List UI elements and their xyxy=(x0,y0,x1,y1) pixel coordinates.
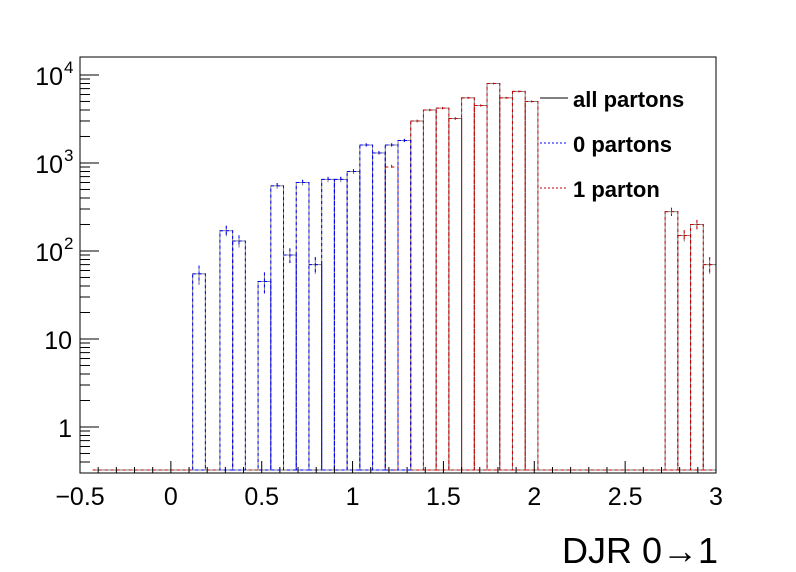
x-axis-title: DJR 0→1 xyxy=(562,530,718,571)
bar-1-parton-13 xyxy=(677,234,692,471)
x-tick-label: 0 xyxy=(164,483,178,511)
y-tick-label: 1 xyxy=(58,415,72,443)
y-tick-exponent: 3 xyxy=(64,146,73,165)
y-tick-label: 10 xyxy=(44,327,72,355)
x-tick-label: 1.5 xyxy=(426,483,461,511)
x-axis: −0.5 0 0.5 1 1.5 2 2.5 3 xyxy=(55,461,723,511)
x-tick-label: −0.5 xyxy=(55,483,104,511)
bar-1-parton-12 xyxy=(664,211,679,471)
histogram-bars xyxy=(92,82,717,471)
y-tick-exponent: 4 xyxy=(64,58,73,77)
legend-label-1-parton: 1 parton xyxy=(573,177,660,202)
x-tick-label: 2 xyxy=(527,483,541,511)
x-tick-label: 2.5 xyxy=(608,483,643,511)
legend: all partons 0 partons 1 parton xyxy=(540,87,684,202)
y-tick-label: 10 xyxy=(35,151,63,179)
y-tick-exponent: 2 xyxy=(64,234,73,253)
legend-label-0-partons: 0 partons xyxy=(573,132,672,157)
y-tick-label: 10 xyxy=(35,239,63,267)
y-tick-label: 10 xyxy=(35,63,63,91)
x-tick-label: 1 xyxy=(346,483,360,511)
x-tick-label: 0.5 xyxy=(244,483,279,511)
bar-0-partons-3 xyxy=(257,280,272,471)
bar-0-partons-2 xyxy=(232,240,246,471)
legend-label-all-partons: all partons xyxy=(573,87,684,112)
bar-1-parton-14 xyxy=(690,223,704,471)
x-tick-label: 3 xyxy=(709,483,723,511)
